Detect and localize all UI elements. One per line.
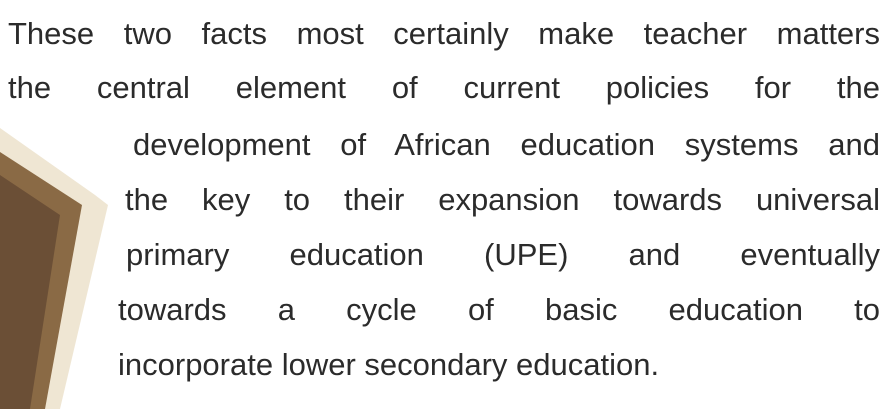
page: {"paragraph": {"lines": [ "These two fac… [0, 0, 886, 409]
text-line: the central element of current policies … [8, 68, 880, 108]
text-line: incorporate lower secondary education. [118, 345, 880, 385]
text-line: the key to their expansion towards unive… [125, 180, 880, 220]
text-line: towards a cycle of basic education to [118, 290, 880, 330]
text-line: These two facts most certainly make teac… [8, 14, 880, 54]
text-line: primary education (UPE) and eventually [126, 235, 880, 275]
text-line: development of African education systems… [133, 125, 880, 165]
